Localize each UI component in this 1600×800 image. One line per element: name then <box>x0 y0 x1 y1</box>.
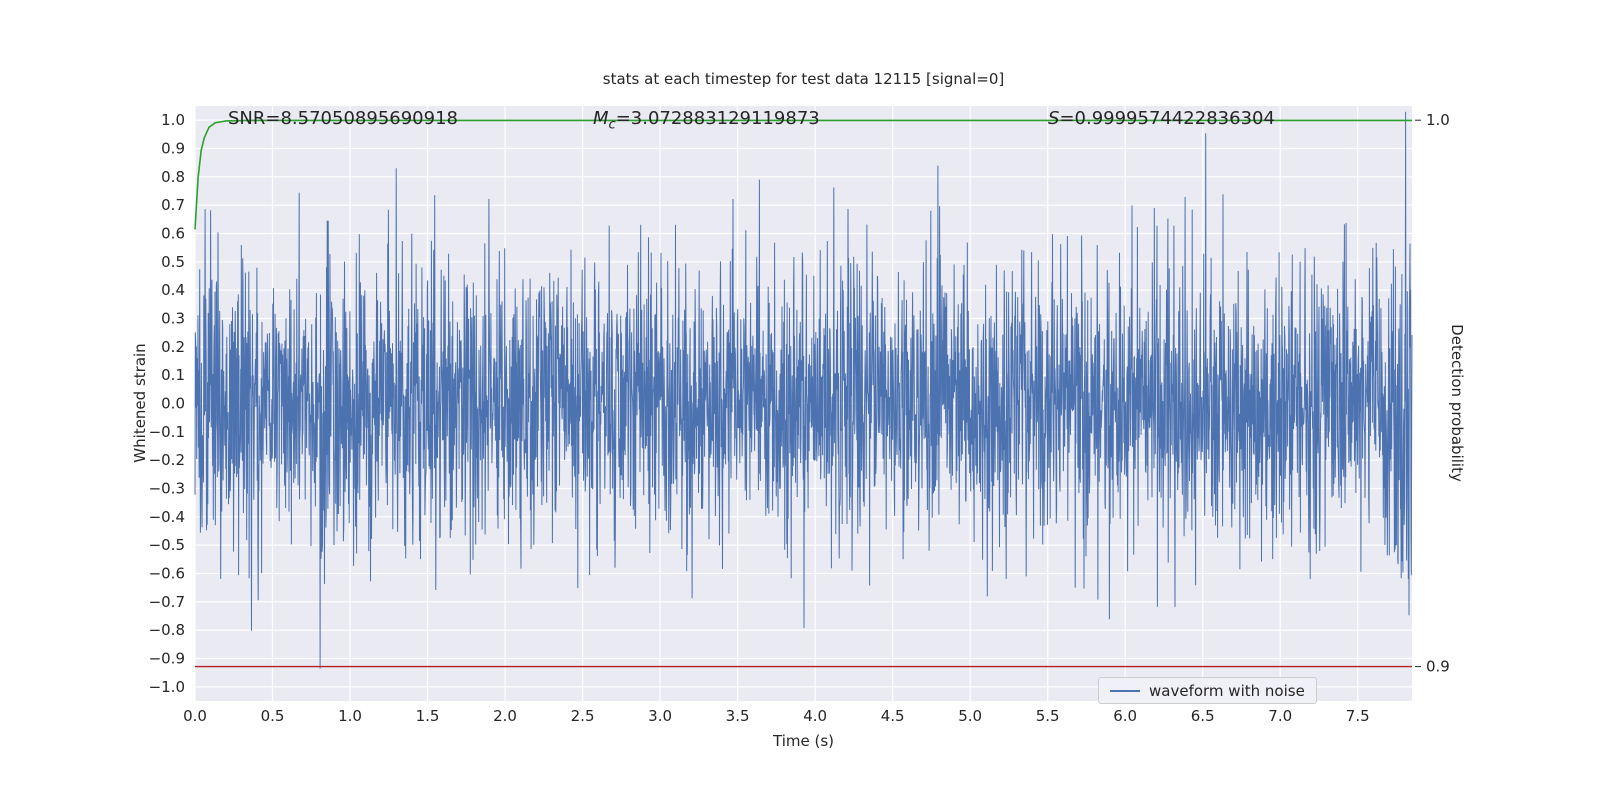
chirp-mass-value: =3.072883129119873 <box>615 108 820 129</box>
x-tick-label: 7.0 <box>1268 707 1292 725</box>
x-tick-label: 4.0 <box>803 707 827 725</box>
s-stat-annotation: S=0.9999574422836304 <box>1048 108 1275 129</box>
left-y-tick-label: −0.8 <box>149 621 185 639</box>
s-stat-symbol: S <box>1048 108 1060 129</box>
left-y-tick-label: −0.7 <box>149 593 185 611</box>
left-y-tick-label: 0.4 <box>161 281 185 299</box>
left-y-tick-label: 0.8 <box>161 168 185 186</box>
x-tick-label: 0.0 <box>183 707 207 725</box>
left-y-tick-label: −1.0 <box>149 678 185 696</box>
left-y-tick-label: 0.7 <box>161 196 185 214</box>
left-y-tick-label: −0.5 <box>149 536 185 554</box>
left-y-tick-label: 0.5 <box>161 253 185 271</box>
left-y-tick-label: 0.2 <box>161 338 185 356</box>
legend-line-sample <box>1110 689 1140 692</box>
left-y-tick-label: −0.9 <box>149 650 185 668</box>
right-y-tick-label: 1.0 <box>1426 111 1450 129</box>
x-tick-label: 3.5 <box>726 707 750 725</box>
x-tick-label: 5.5 <box>1036 707 1060 725</box>
x-tick-label: 6.5 <box>1191 707 1215 725</box>
left-y-tick-label: 0.6 <box>161 225 185 243</box>
x-tick-label: 5.0 <box>958 707 982 725</box>
left-y-tick-label: 0.0 <box>161 395 185 413</box>
x-axis-label: Time (s) <box>773 732 834 750</box>
x-tick-label: 6.0 <box>1113 707 1137 725</box>
x-tick-label: 3.0 <box>648 707 672 725</box>
x-tick-label: 2.5 <box>571 707 595 725</box>
left-y-tick-label: −0.3 <box>149 480 185 498</box>
left-y-tick-label: −0.6 <box>149 565 185 583</box>
x-tick-label: 2.0 <box>493 707 517 725</box>
left-y-tick-label: 0.3 <box>161 310 185 328</box>
right-y-axis-label: Detection probability <box>1448 324 1466 482</box>
detection-probability-line <box>194 119 1412 230</box>
x-tick-label: 1.5 <box>416 707 440 725</box>
left-y-tick-label: 0.9 <box>161 140 185 158</box>
chirp-mass-annotation: Mc=3.072883129119873 <box>593 108 820 133</box>
legend: waveform with noise <box>1098 677 1317 704</box>
left-y-tick-label: 0.1 <box>161 366 185 384</box>
x-tick-label: 0.5 <box>261 707 285 725</box>
s-stat-value: =0.9999574422836304 <box>1059 108 1275 129</box>
waveform-line <box>194 111 1413 669</box>
x-tick-label: 4.5 <box>881 707 905 725</box>
left-y-axis-label: Whitened strain <box>131 343 149 463</box>
chirp-mass-subscript: c <box>608 117 616 133</box>
x-tick-label: 1.0 <box>338 707 362 725</box>
left-y-tick-label: −0.1 <box>149 423 185 441</box>
left-y-tick-label: −0.4 <box>149 508 185 526</box>
left-y-tick-label: −0.2 <box>149 451 185 469</box>
left-y-tick-label: 1.0 <box>161 111 185 129</box>
chart-title: stats at each timestep for test data 121… <box>602 70 1005 88</box>
x-tick-label: 7.5 <box>1346 707 1370 725</box>
right-y-tick-label: 0.9 <box>1426 658 1450 676</box>
legend-label: waveform with noise <box>1149 681 1305 700</box>
snr-annotation: SNR=8.57050895690918 <box>228 108 458 129</box>
chirp-mass-symbol: M <box>593 108 609 129</box>
